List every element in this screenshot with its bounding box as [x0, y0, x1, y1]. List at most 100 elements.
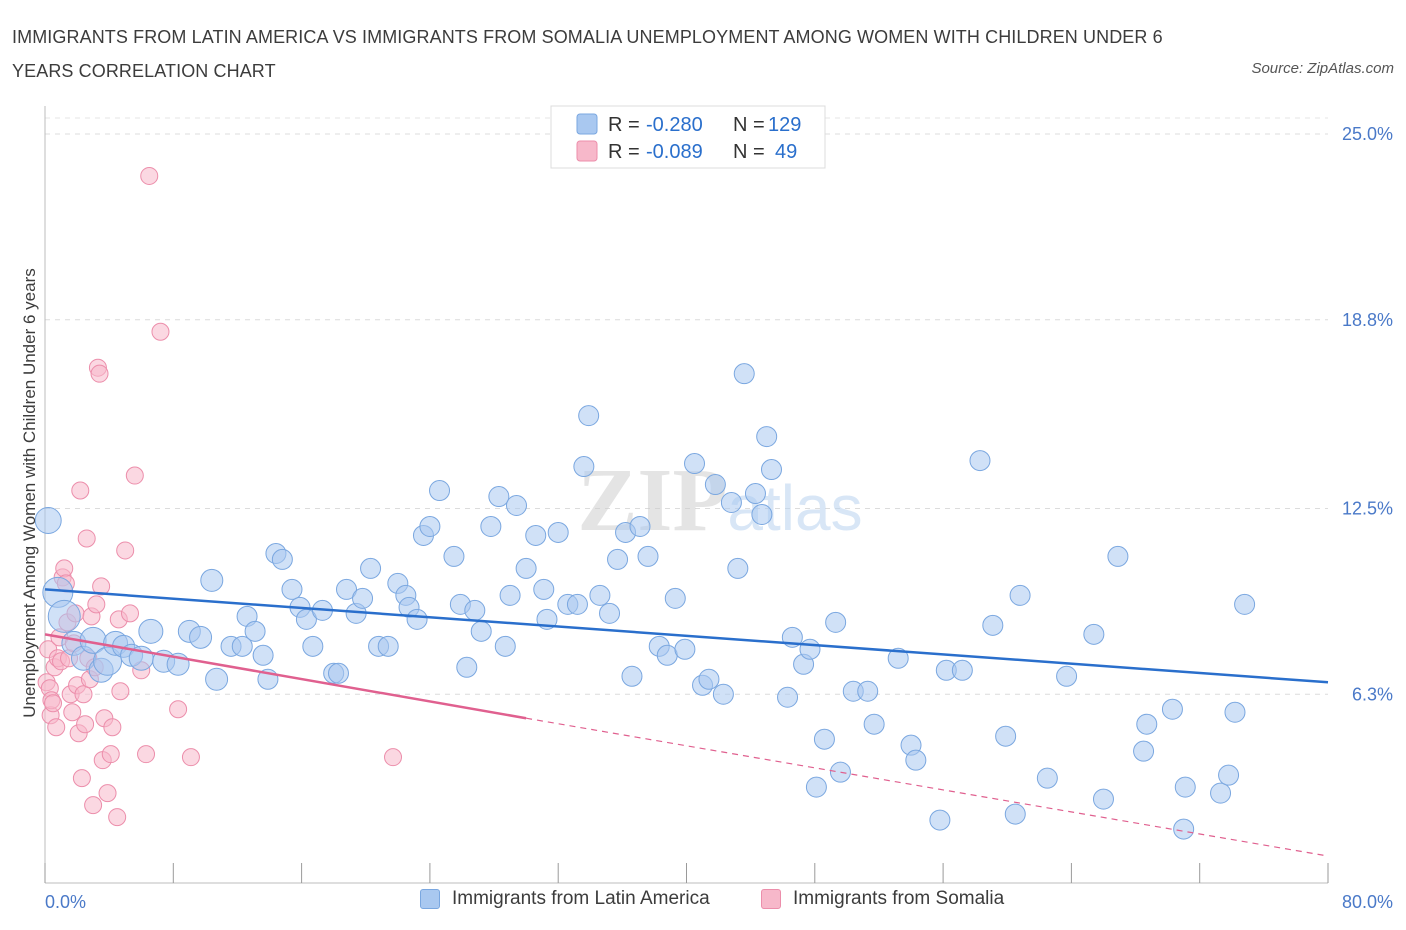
latin-america-point [607, 548, 629, 570]
latin-america-point [252, 644, 274, 666]
latin-america-point [656, 644, 678, 666]
latin-america-point [327, 662, 349, 684]
somalia-point [76, 715, 95, 734]
latin-america-point [488, 486, 510, 508]
watermark-zip: ZIP [577, 451, 727, 550]
tick-labels: 6.3% 12.5% 18.8% 25.0% 0.0% 80.0% [45, 124, 1393, 912]
watermark: ZIPatlas [577, 451, 862, 550]
somalia-point [125, 466, 144, 485]
latin-america-point [231, 635, 253, 657]
stat-n-value: 129 [768, 114, 801, 136]
axes [44, 106, 1329, 884]
somalia-point [140, 166, 159, 185]
latin-america-point [336, 578, 358, 600]
latin-america-point [825, 611, 847, 633]
somalia-point [72, 769, 91, 788]
latin-america-point [1224, 701, 1246, 723]
somalia-point [103, 718, 122, 737]
latin-america-point [760, 459, 782, 481]
latin-america-point [684, 453, 706, 475]
latin-america-point [138, 618, 164, 644]
latin-america-point [578, 405, 600, 427]
latin-america-point [929, 809, 951, 831]
latin-america-point [629, 515, 651, 537]
somalia-trend-line [44, 633, 527, 720]
stat-r-value: -0.089 [646, 141, 703, 163]
somalia-point [47, 718, 66, 737]
y-tick-label: 12.5% [1342, 499, 1393, 519]
latin-america-point [712, 683, 734, 705]
latin-america-point [1136, 713, 1158, 735]
chart-title: IMMIGRANTS FROM LATIN AMERICA VS IMMIGRA… [12, 27, 1163, 81]
grid-lines [45, 117, 1328, 695]
somalia-point [181, 748, 200, 767]
y-tick-label: 18.8% [1342, 310, 1393, 330]
somalia-point [108, 808, 127, 827]
latin-america-point [756, 426, 778, 448]
somalia-point [90, 364, 109, 383]
latin-america-point [271, 548, 293, 570]
latin-america-point [573, 456, 595, 478]
latin-america-point [829, 761, 851, 783]
latin-america-point [799, 638, 821, 660]
latin-america-point [464, 599, 486, 621]
somalia-trend-extension [526, 717, 1329, 857]
latin-america-point [995, 725, 1017, 747]
latin-america-point [704, 474, 726, 496]
stats-legend: R = -0.280 N = 129 R = -0.089 N = 49 [550, 105, 826, 169]
latin-america-point [566, 593, 588, 615]
latin-america-point [456, 656, 478, 678]
latin-america-point [1210, 782, 1232, 804]
pink-legend-swatch [576, 140, 598, 162]
latin-america-trend-line [44, 588, 1329, 684]
latin-america-point [515, 557, 537, 579]
y-tick-label: 25.0% [1342, 124, 1393, 144]
legend-label: Immigrants from Latin America [452, 888, 710, 909]
stat-n-label: N = [733, 114, 765, 136]
latin-america-point [777, 686, 799, 708]
somalia-point [169, 700, 188, 719]
somalia-point [384, 748, 403, 767]
latin-america-point [429, 480, 451, 502]
latin-america-point [599, 602, 621, 624]
latin-america-point [205, 667, 229, 691]
trend-lines [44, 588, 1329, 857]
latin-america-point [905, 749, 927, 771]
latin-america-point [1092, 788, 1114, 810]
latin-america-point [443, 545, 465, 567]
stat-n-label: N = [733, 141, 765, 163]
latin-america-point [34, 506, 62, 534]
latin-america-point [887, 647, 909, 669]
somalia-point [63, 703, 82, 722]
blue-legend-swatch [576, 113, 598, 135]
somalia-point [71, 481, 90, 500]
y-tick-label: 6.3% [1352, 684, 1393, 704]
legend-item-somalia: Immigrants from Somalia [761, 888, 1004, 910]
latin-america-point [352, 587, 374, 609]
latin-america-point [589, 584, 611, 606]
latin-america-point [533, 578, 555, 600]
bottom-legend: Immigrants from Latin America Immigrants… [0, 888, 1406, 918]
latin-america-point [751, 503, 773, 525]
latin-america-point [698, 668, 720, 690]
stat-r-label: R = [608, 114, 640, 136]
latin-america-point [720, 492, 742, 514]
latin-america-point [674, 638, 696, 660]
latin-america-point [200, 568, 224, 592]
latin-america-point [664, 587, 686, 609]
stat-n-value: 49 [775, 141, 797, 163]
latin-america-point [406, 608, 428, 630]
somalia-points [37, 166, 403, 827]
latin-america-point [621, 665, 643, 687]
latin-america-point [969, 450, 991, 472]
latin-america-point [805, 776, 827, 798]
stat-r-value: -0.280 [646, 114, 703, 136]
somalia-point [92, 577, 111, 596]
latin-america-point [419, 515, 441, 537]
latin-america-point [547, 521, 569, 543]
latin-america-point [982, 614, 1004, 636]
latin-america-point [1083, 623, 1105, 645]
legend-swatch-pink [761, 889, 781, 909]
latin-america-point [281, 578, 303, 600]
